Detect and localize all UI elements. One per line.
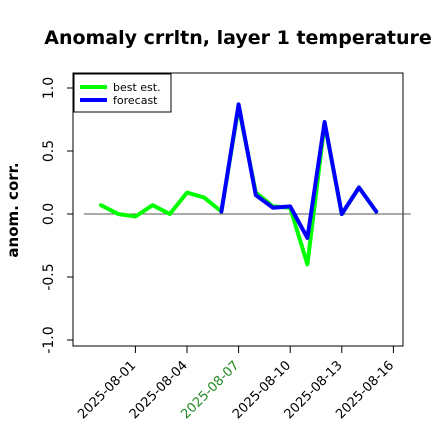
y-tick-label: 0.5 xyxy=(41,140,57,162)
legend-label: forecast xyxy=(113,94,158,107)
legend-label: best est. xyxy=(113,81,161,94)
legend-box xyxy=(73,73,172,113)
y-axis: -1.0 -0.5 0.0 0.5 1.0 xyxy=(41,77,73,354)
chart-title: Anomaly crrltn, layer 1 temperature xyxy=(44,27,432,49)
series-line-1 xyxy=(219,102,379,240)
series-layer xyxy=(99,102,379,267)
y-tick-label: 0.0 xyxy=(41,203,57,225)
x-axis: 2025-08-012025-08-042025-08-072025-08-10… xyxy=(75,346,397,422)
plot-frame xyxy=(72,72,404,347)
y-tick-label: -1.0 xyxy=(41,326,57,353)
legend: best est.forecast xyxy=(73,73,172,113)
y-axis-label: anom. corr. xyxy=(4,162,22,257)
y-tick-label: -0.5 xyxy=(41,263,57,290)
y-tick-label: 1.0 xyxy=(41,77,57,99)
